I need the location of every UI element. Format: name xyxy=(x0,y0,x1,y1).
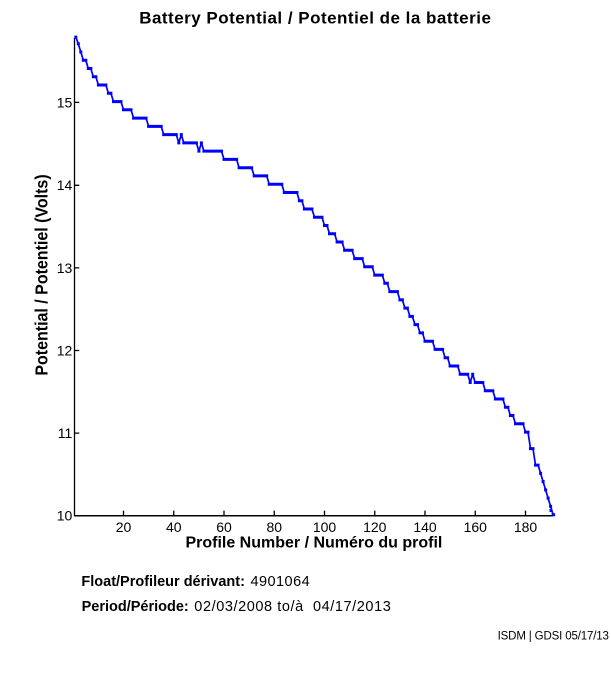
svg-text:100: 100 xyxy=(313,519,337,535)
svg-text:4901064: 4901064 xyxy=(251,574,311,590)
svg-text:140: 140 xyxy=(413,519,437,535)
svg-text:Potential / Potentiel (Volts): Potential / Potentiel (Volts) xyxy=(32,174,52,375)
svg-text:14: 14 xyxy=(57,177,73,193)
svg-text:11: 11 xyxy=(58,425,73,441)
svg-text:60: 60 xyxy=(216,519,232,535)
svg-text:160: 160 xyxy=(464,519,488,535)
svg-text:02/03/2008 to/à 04/17/2013: 02/03/2008 to/à 04/17/2013 xyxy=(194,599,391,615)
svg-text:12: 12 xyxy=(57,342,73,358)
svg-text:Battery Potential / Potentiel: Battery Potential / Potentiel de la batt… xyxy=(139,8,491,27)
svg-text:Period/Période:: Period/Période: xyxy=(82,599,189,615)
svg-text:20: 20 xyxy=(116,519,132,535)
svg-text:40: 40 xyxy=(166,519,182,535)
svg-text:10: 10 xyxy=(57,507,73,523)
svg-text:ISDM | GDSI 05/17/13: ISDM | GDSI 05/17/13 xyxy=(498,631,609,643)
svg-text:15: 15 xyxy=(57,94,73,110)
svg-text:13: 13 xyxy=(57,260,73,276)
svg-text:Float/Profileur dérivant:: Float/Profileur dérivant: xyxy=(81,574,245,590)
svg-text:180: 180 xyxy=(514,519,538,535)
svg-text:80: 80 xyxy=(266,519,282,535)
svg-text:Profile Number / Numéro du pro: Profile Number / Numéro du profil xyxy=(185,535,442,552)
svg-text:120: 120 xyxy=(363,519,387,535)
